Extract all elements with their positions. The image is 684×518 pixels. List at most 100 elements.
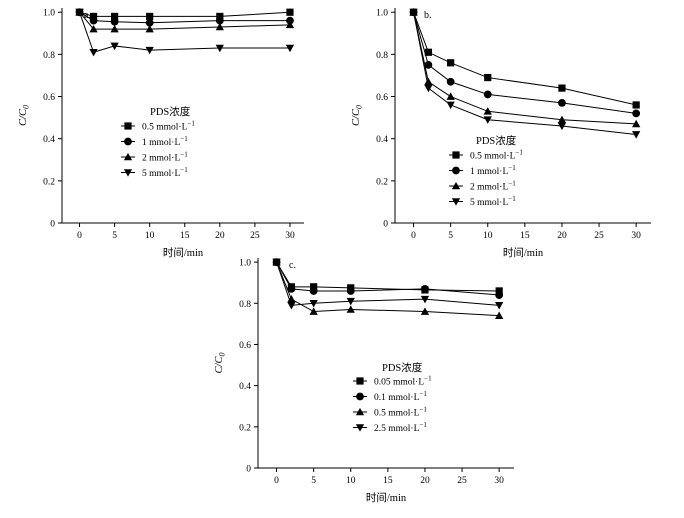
data-point <box>89 48 98 57</box>
data-point <box>310 283 318 291</box>
y-tick-label: 0.4 <box>239 382 251 392</box>
y-tick-label: 1.0 <box>43 9 55 19</box>
data-point <box>111 12 119 21</box>
legend-marker <box>451 198 461 206</box>
series-line-2 <box>413 12 637 114</box>
legend-label-text: 0.1 mmol·L <box>374 393 420 403</box>
legend-marker <box>356 377 364 385</box>
legend-label: 2 mmol·L−1 <box>142 151 188 164</box>
data-point <box>89 16 98 25</box>
data-point <box>557 115 567 124</box>
legend-label-sup: −1 <box>508 164 516 172</box>
x-tick-label: 0 <box>77 231 82 241</box>
data-point <box>632 101 640 109</box>
panel-letter: b. <box>424 10 432 21</box>
data-point <box>89 12 98 21</box>
legend-marker <box>123 169 133 177</box>
series-line-1 <box>413 12 637 106</box>
x-tick-label: 10 <box>145 231 155 241</box>
data-point <box>424 61 433 69</box>
x-axis-label: 时间/min <box>163 246 204 259</box>
legend-marker <box>124 137 132 146</box>
data-point <box>146 12 154 21</box>
chart-panel-2: 0 5 10 15 20 25 3000.20.40.60.81.0时间/minC/C0b.… <box>351 8 651 259</box>
data-point <box>495 302 504 310</box>
y-axis-label: C/C0 <box>351 105 364 126</box>
data-point <box>446 77 455 86</box>
y-tick-label: 1.0 <box>239 259 251 269</box>
data-point <box>424 77 433 86</box>
y-axis-label-sub: 0 <box>22 105 31 109</box>
x-tick-label: 15 <box>520 231 530 241</box>
x-tick-label: 5 <box>112 231 117 241</box>
x-tick-label: 20 <box>557 231 567 241</box>
y-tick-label: 0.2 <box>43 177 55 187</box>
data-point <box>424 48 432 56</box>
x-tick-label: 5 <box>448 231 453 241</box>
data-point <box>483 107 492 115</box>
y-tick-label: 1.0 <box>376 9 388 19</box>
x-tick-label: 30 <box>494 476 504 486</box>
data-point <box>446 92 455 100</box>
data-point <box>632 119 641 128</box>
y-axis-label-sub: 0 <box>355 105 364 109</box>
legend-label: 1 mmol·L−1 <box>142 135 188 148</box>
legend-marker <box>123 152 133 161</box>
y-tick-label: 0 <box>50 220 55 230</box>
y-tick-label: 0.4 <box>376 135 388 145</box>
data-point <box>287 302 296 310</box>
legend-marker <box>452 151 460 159</box>
legend-label: 2.5 mmol·L−1 <box>374 421 427 434</box>
y-axis-label-sub: 0 <box>218 353 227 357</box>
legend-label-text: 0.5 mmol·L <box>374 409 420 419</box>
x-tick-label: 25 <box>250 231 260 241</box>
legend-marker <box>356 392 364 401</box>
data-point <box>483 116 492 124</box>
data-point <box>409 8 418 17</box>
data-point <box>446 101 455 110</box>
y-tick-label: 0.2 <box>239 423 251 433</box>
legend-label-text: 1 mmol·L <box>142 138 180 148</box>
data-point <box>89 24 98 33</box>
y-axis-label-main: C/C <box>18 108 29 126</box>
y-tick-label: 0.2 <box>376 177 388 187</box>
data-point <box>495 291 504 299</box>
data-point <box>75 8 84 17</box>
legend-label-sup: −1 <box>424 375 432 383</box>
data-point <box>215 44 224 53</box>
data-point <box>483 90 492 99</box>
data-point <box>110 17 119 26</box>
data-point <box>495 287 503 295</box>
data-point <box>346 297 355 306</box>
legend-label-sup: −1 <box>180 135 188 143</box>
y-tick-label: 0.6 <box>43 93 55 103</box>
x-tick-label: 0 <box>274 476 279 486</box>
legend-label-sup: −1 <box>419 390 427 398</box>
x-tick-label: 25 <box>594 231 604 241</box>
x-axis-label: 时间/min <box>366 491 407 504</box>
data-point <box>286 16 294 25</box>
data-point <box>484 73 492 82</box>
data-point <box>285 44 295 53</box>
legend-marker <box>355 407 365 416</box>
x-tick-label: 10 <box>346 476 356 486</box>
series-line-4 <box>276 261 500 306</box>
y-tick-label: 0.8 <box>376 51 388 61</box>
y-tick-label: 0.6 <box>376 93 388 103</box>
data-point <box>287 284 296 293</box>
panel-letter: a. <box>84 10 91 21</box>
y-tick-label: 0.8 <box>239 300 251 310</box>
data-point <box>145 18 154 27</box>
data-point <box>420 307 430 315</box>
chart-panel-1: 0 5 10 15 20 25 3000.20.40.60.81.0时间/minC/C0a.… <box>18 8 304 259</box>
data-point <box>309 287 318 295</box>
x-tick-label: 15 <box>383 476 393 486</box>
y-tick-label: 0 <box>246 465 251 475</box>
legend-label-text: 0.5 mmol·L <box>142 123 188 133</box>
data-point <box>447 59 455 67</box>
data-point <box>215 22 224 31</box>
legend-label: 5 mmol·L−1 <box>142 166 188 179</box>
data-point <box>110 24 119 33</box>
legend-label: 2 mmol·L−1 <box>470 180 516 193</box>
data-point <box>309 299 318 308</box>
